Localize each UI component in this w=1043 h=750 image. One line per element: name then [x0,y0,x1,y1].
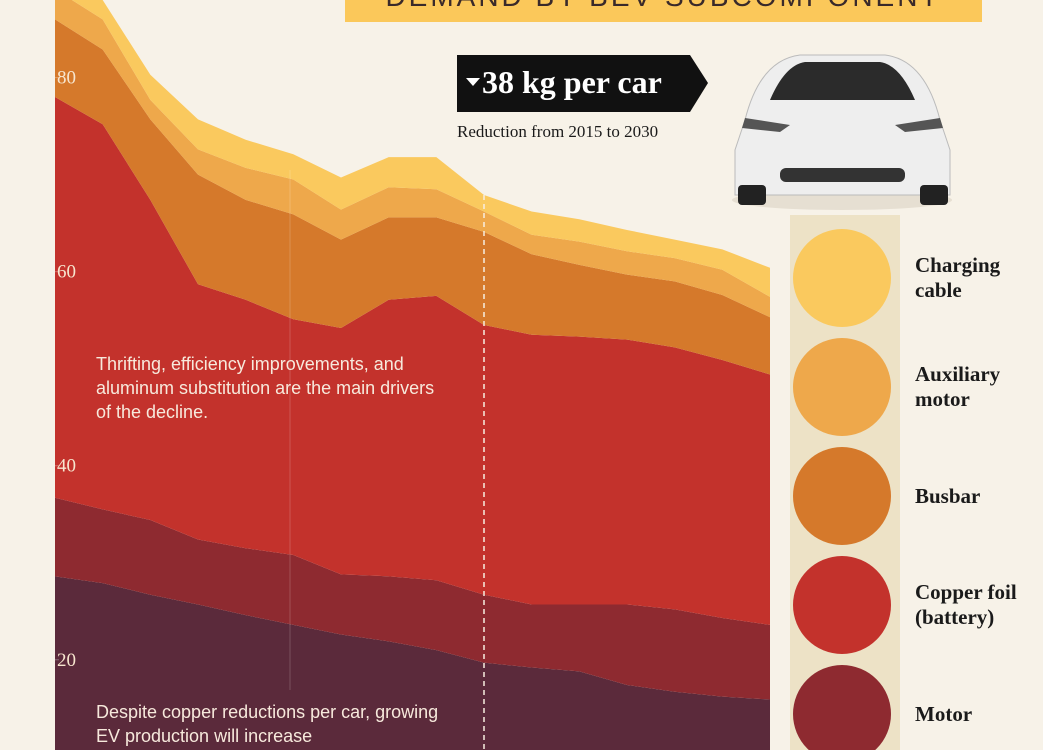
car-grille [780,168,905,182]
car [732,54,952,210]
title-banner [345,0,982,22]
callout-box [457,55,708,112]
area [55,0,770,318]
callout: 38 kg per car [482,64,662,100]
legend-swatch [793,556,891,654]
legend-swatch [793,229,891,327]
area [71,0,770,297]
y-tick-label: 40 [57,456,76,477]
legend-swatch [793,665,891,750]
y-tick-label: 60 [57,262,76,283]
legend-label: Busbar [915,483,981,508]
callout-note: Reduction from 2015 to 2030 [457,122,658,141]
car-wheel [920,185,948,205]
area [55,97,770,625]
y-tick-label: 80 [57,68,76,89]
area [55,576,770,750]
legend-label: Charging cable [915,253,1001,302]
legend-label: Copper foil (battery) [915,580,1017,629]
legend-swatch [793,338,891,436]
legend-label: Motor [915,701,973,726]
down-arrow [466,78,480,86]
plot: 20 40 60 80 [55,0,770,750]
car-windshield [770,62,915,100]
annotation: Despite copper reductions per car, growi… [96,702,439,746]
area [55,19,770,375]
chart-title: DEMAND BY BEV SUBCOMPONENT [385,0,940,12]
car-lights [742,118,943,132]
area [55,497,770,700]
car-wheel [738,185,766,205]
y-tick-label: 20 [57,650,76,671]
annotation: Thrifting, efficiency improvements, and … [96,354,435,422]
legend-swatch [793,447,891,545]
legend-label: Auxiliary motor [915,362,1001,411]
